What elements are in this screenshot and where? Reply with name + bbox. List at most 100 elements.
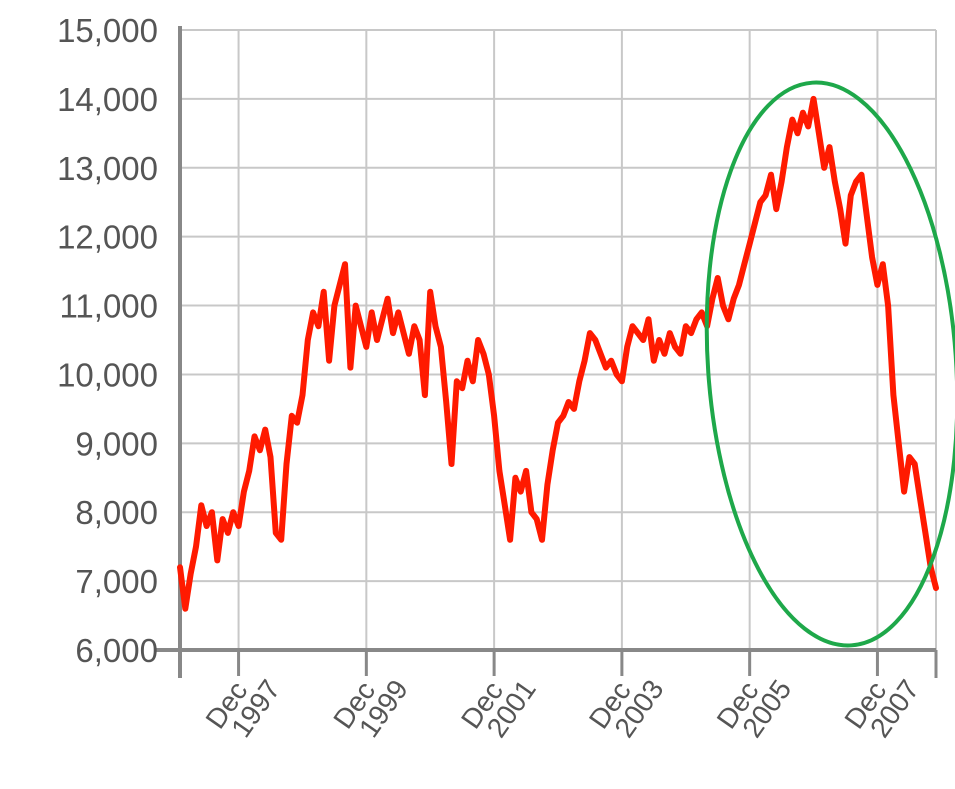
data-point xyxy=(933,585,939,591)
data-point xyxy=(752,220,758,226)
data-point xyxy=(220,516,226,522)
data-point xyxy=(454,378,460,384)
data-point xyxy=(715,275,721,281)
data-point xyxy=(257,447,263,453)
data-point xyxy=(470,378,476,384)
data-point xyxy=(310,309,316,315)
data-point xyxy=(305,337,311,343)
data-point xyxy=(230,509,236,515)
y-tick-label: 15,000 xyxy=(57,12,158,49)
data-point xyxy=(757,199,763,205)
data-point xyxy=(214,557,220,563)
y-tick-label: 7,000 xyxy=(75,563,158,600)
data-point xyxy=(496,468,502,474)
data-point xyxy=(864,213,870,219)
data-point xyxy=(640,337,646,343)
data-point xyxy=(353,303,359,309)
y-tick-label: 9,000 xyxy=(75,425,158,462)
data-point xyxy=(241,489,247,495)
data-point xyxy=(390,330,396,336)
data-point xyxy=(901,489,907,495)
data-point xyxy=(917,495,923,501)
data-point xyxy=(337,282,343,288)
data-point xyxy=(773,206,779,212)
data-point xyxy=(188,571,194,577)
data-point xyxy=(358,323,364,329)
data-point xyxy=(326,358,332,364)
data-point xyxy=(193,544,199,550)
data-point xyxy=(379,316,385,322)
data-point xyxy=(906,454,912,460)
data-point xyxy=(273,530,279,536)
data-point xyxy=(576,378,582,384)
data-point xyxy=(859,172,864,178)
data-point xyxy=(843,241,848,247)
highlight-ellipse xyxy=(704,80,955,648)
data-point xyxy=(236,523,242,529)
data-point xyxy=(374,337,380,343)
data-point xyxy=(539,537,545,543)
data-point xyxy=(848,192,854,198)
data-point xyxy=(300,392,305,398)
data-point xyxy=(512,475,518,481)
data-point xyxy=(321,289,327,295)
data-point xyxy=(592,337,598,343)
data-point xyxy=(422,392,428,398)
data-point xyxy=(869,254,875,260)
data-point xyxy=(598,351,604,357)
y-tick-label: 8,000 xyxy=(75,494,158,531)
data-point xyxy=(874,282,880,288)
data-point xyxy=(544,482,550,488)
x-tick-label: Dec2005 xyxy=(711,659,798,749)
data-point xyxy=(401,330,407,336)
data-point xyxy=(630,323,635,329)
data-point xyxy=(528,509,534,515)
data-point xyxy=(811,96,816,102)
data-point xyxy=(395,309,401,315)
data-point xyxy=(725,316,731,322)
data-point xyxy=(550,447,556,453)
data-point xyxy=(699,309,705,315)
x-tick-label: Dec2001 xyxy=(455,659,542,749)
data-point xyxy=(507,537,513,543)
y-tick-label: 12,000 xyxy=(57,219,158,256)
data-point xyxy=(406,351,412,357)
data-point xyxy=(619,378,625,384)
data-point xyxy=(763,192,769,198)
data-point xyxy=(805,123,811,129)
series-line xyxy=(177,95,939,612)
data-point xyxy=(741,261,747,267)
data-point xyxy=(800,110,806,116)
data-point xyxy=(736,282,742,288)
grid-lines xyxy=(180,29,937,651)
y-tick-label: 13,000 xyxy=(57,150,158,187)
data-point xyxy=(885,303,891,309)
data-point xyxy=(678,351,683,357)
data-point xyxy=(693,316,699,322)
data-point xyxy=(922,530,928,536)
data-point xyxy=(566,399,572,405)
data-point xyxy=(198,502,204,508)
data-point xyxy=(555,420,561,426)
data-point xyxy=(821,165,827,171)
data-point xyxy=(289,413,295,419)
data-point xyxy=(747,241,753,247)
data-point xyxy=(268,454,273,460)
data-point xyxy=(443,399,449,405)
data-point xyxy=(912,461,918,467)
data-point xyxy=(284,461,289,467)
data-point xyxy=(465,358,470,364)
data-point xyxy=(491,413,497,419)
data-point xyxy=(315,323,321,329)
data-point xyxy=(789,117,795,123)
data-point xyxy=(656,337,662,343)
data-point xyxy=(896,440,902,446)
data-point xyxy=(369,309,375,315)
data-point xyxy=(427,289,433,295)
data-point xyxy=(177,564,183,570)
x-tick-label: Dec2003 xyxy=(583,659,670,749)
data-point xyxy=(262,427,268,433)
data-point xyxy=(204,523,210,529)
data-point xyxy=(433,323,438,329)
